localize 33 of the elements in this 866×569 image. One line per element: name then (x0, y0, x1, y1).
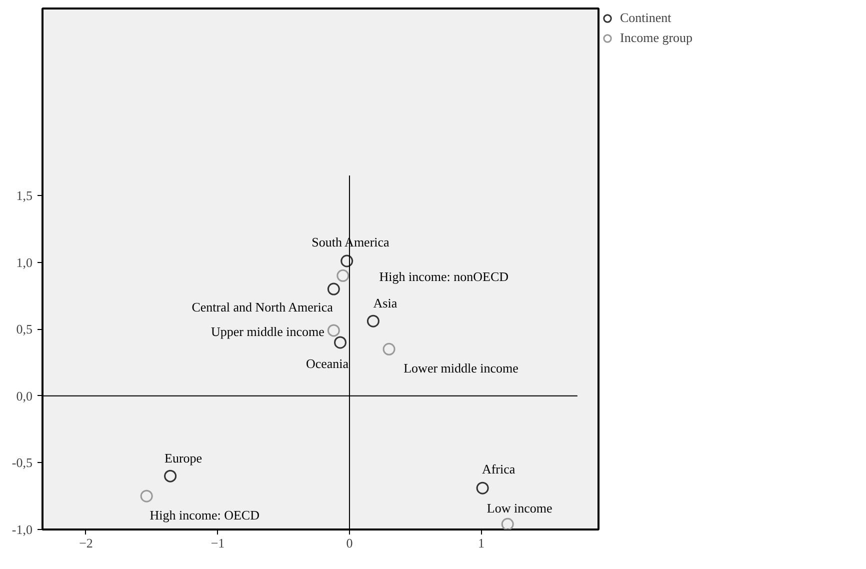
annotation: Europe (164, 450, 202, 466)
y-tick-label: 1,0 (16, 254, 32, 270)
x-tick-label: −2 (79, 536, 93, 550)
annotation: High income: OECD (150, 508, 260, 523)
annotation: Central and North America (192, 300, 334, 315)
y-tick-label: 0,5 (16, 322, 32, 337)
y-tick-label: -0,5 (12, 455, 33, 470)
annotation: Low income (486, 500, 552, 516)
point (340, 254, 354, 268)
x-tick-label: 1 (478, 536, 484, 550)
annotation: Asia (373, 296, 398, 311)
point (140, 490, 153, 502)
y-tick-label: 0,0 (16, 388, 32, 404)
annotation: Upper middle income (210, 324, 325, 339)
y-tick-label: -1,0 (12, 522, 33, 537)
annotation: Lower middle income (404, 360, 519, 376)
point (164, 470, 177, 482)
annotation: High income: nonOECD (379, 269, 509, 284)
legend-label: Income group (620, 30, 693, 46)
x-tick-label: −1 (210, 536, 225, 550)
point (476, 482, 489, 494)
x-tick-label: 0 (346, 536, 353, 550)
point (382, 342, 396, 356)
y-tick-label: 1,5 (16, 188, 32, 204)
point (327, 324, 340, 337)
point (366, 314, 380, 328)
annotation: Africa (482, 462, 516, 477)
point (336, 269, 350, 282)
annotation: Oceania (306, 356, 349, 371)
point (327, 282, 340, 296)
point (334, 336, 347, 349)
point (501, 518, 514, 530)
legend-label: Continent (620, 10, 672, 26)
